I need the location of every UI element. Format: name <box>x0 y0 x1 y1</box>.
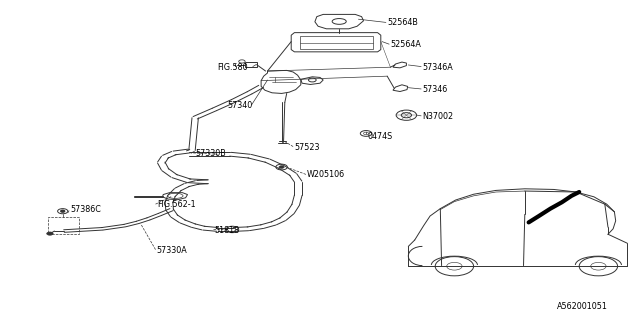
Circle shape <box>279 166 284 168</box>
Text: 57346A: 57346A <box>422 63 453 72</box>
Bar <box>245 62 257 67</box>
Text: 57340: 57340 <box>227 101 252 110</box>
Text: FIG.580: FIG.580 <box>218 63 248 72</box>
Text: N37002: N37002 <box>422 112 454 121</box>
Text: 52564B: 52564B <box>387 18 418 27</box>
Text: 51818: 51818 <box>214 226 239 235</box>
Text: 57330B: 57330B <box>195 149 226 158</box>
Text: 57330A: 57330A <box>157 246 188 255</box>
Text: 0474S: 0474S <box>368 132 393 140</box>
Text: 57523: 57523 <box>294 143 320 152</box>
Circle shape <box>47 232 53 235</box>
Bar <box>48 217 79 234</box>
Circle shape <box>61 210 65 212</box>
Text: 52564A: 52564A <box>390 40 421 49</box>
Text: FIG.562-1: FIG.562-1 <box>157 200 195 209</box>
Text: W205106: W205106 <box>307 170 346 179</box>
Text: A562001051: A562001051 <box>557 302 607 311</box>
Text: 57346: 57346 <box>422 85 447 94</box>
Bar <box>300 36 373 49</box>
Text: 57386C: 57386C <box>70 205 101 214</box>
